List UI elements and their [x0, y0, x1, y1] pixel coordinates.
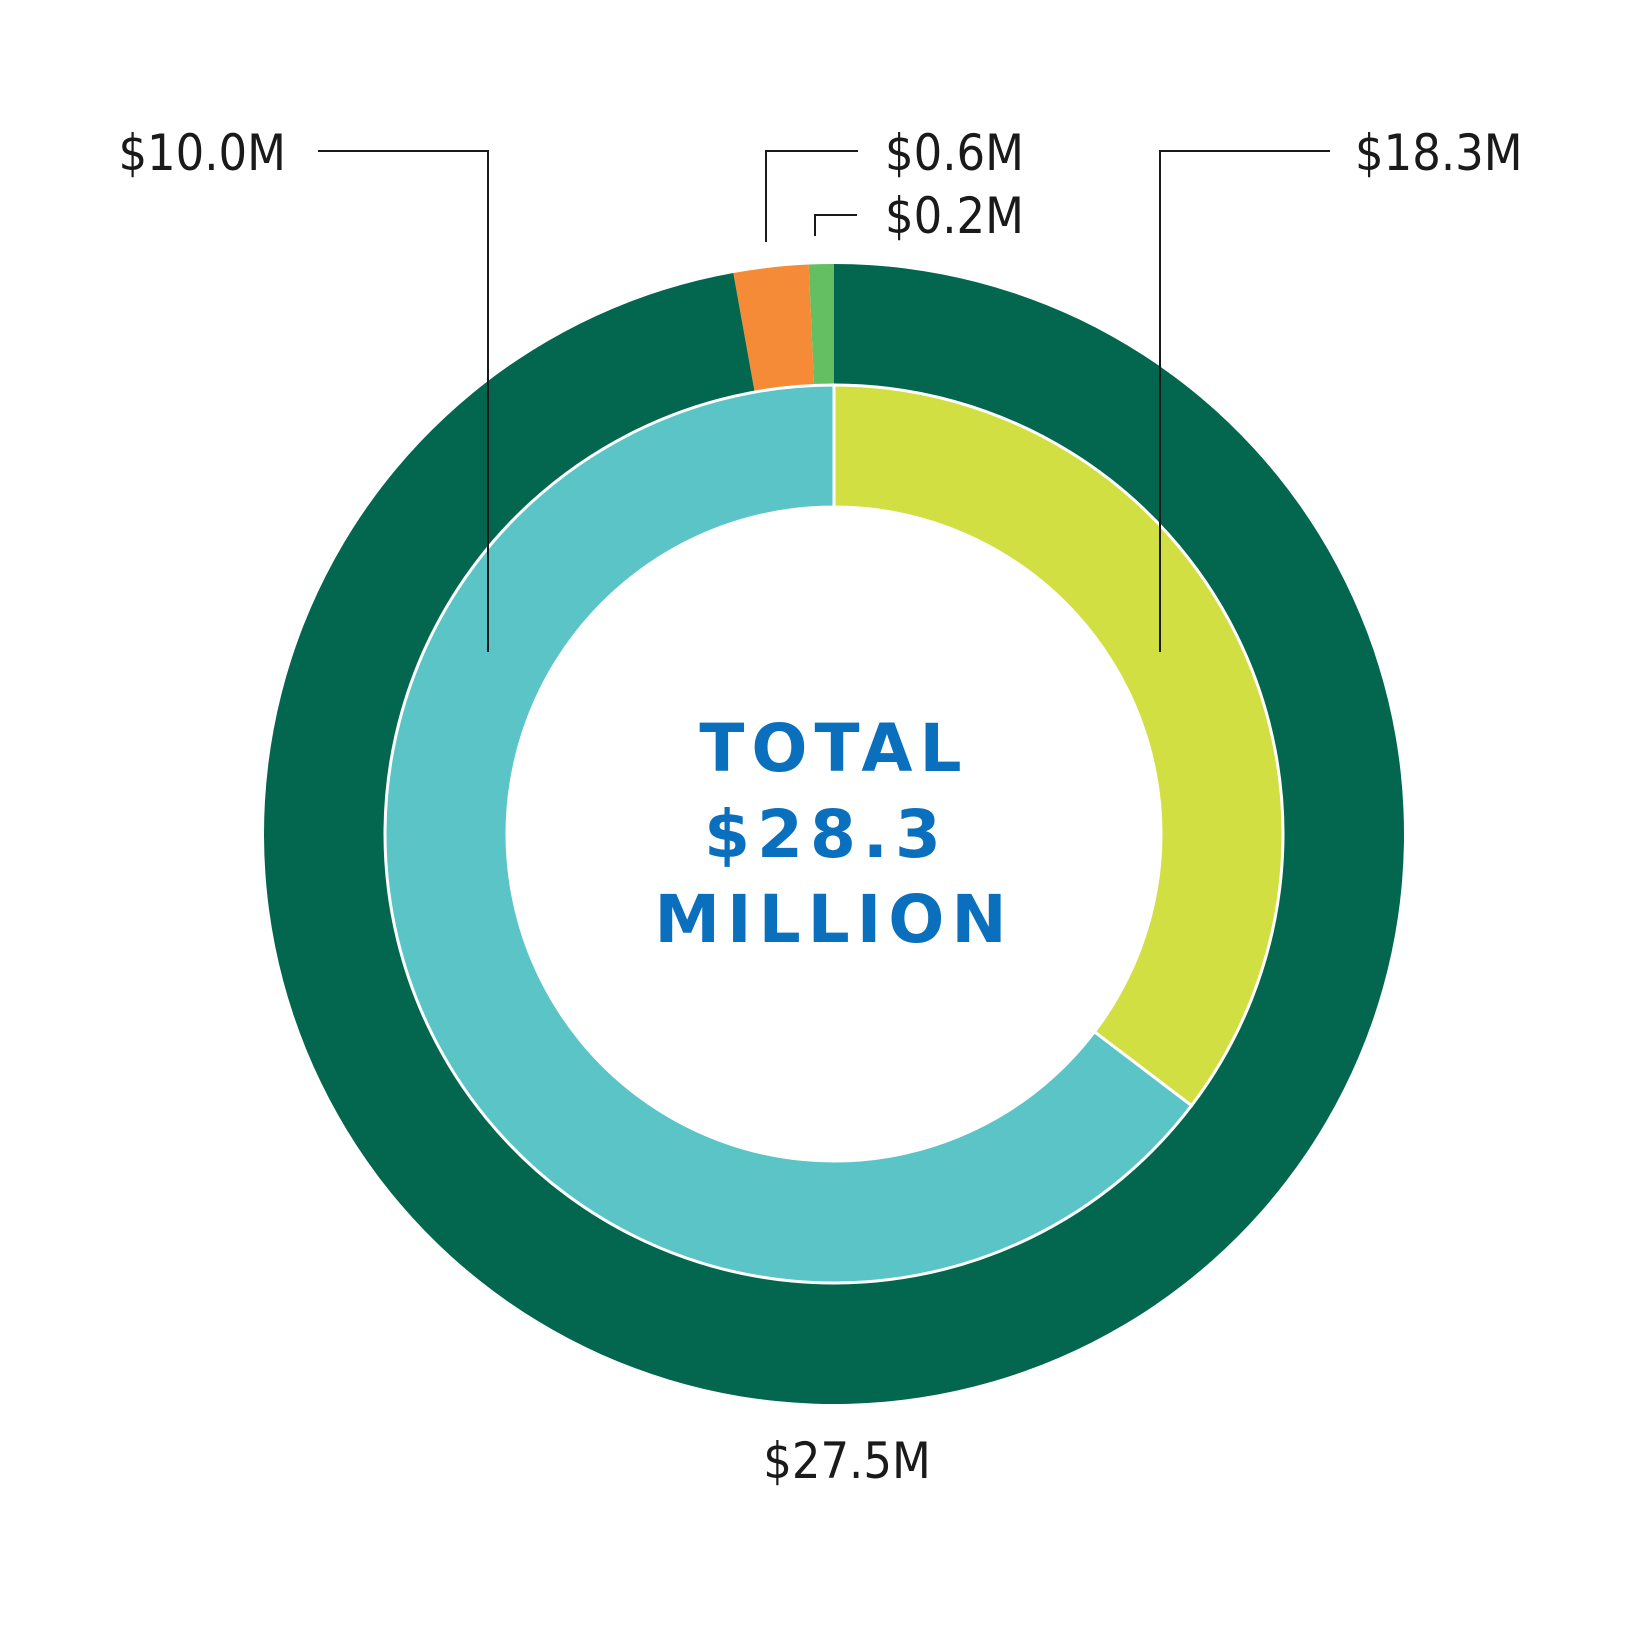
inner-ring-slice-0 [383, 383, 1194, 1285]
outer-slice-label-2: $27.5M [763, 1432, 931, 1490]
outer-slice-label-0: $0.2M [885, 187, 1024, 245]
outer-ring [264, 264, 1404, 1404]
center-total-value: $28.3 [704, 796, 948, 873]
inner-ring-slice-1 [832, 383, 1285, 1108]
leader-line-outer-1 [765, 150, 858, 242]
leader-line-outer-0 [814, 214, 857, 236]
outer-ring-slice-1 [733, 264, 815, 393]
inner-slice-label-1: $10.0M [118, 124, 286, 182]
inner-ring [383, 383, 1285, 1285]
center-title-line-3: MILLION [654, 881, 1013, 958]
center-title-line-1: TOTAL [699, 710, 968, 787]
inner-slice-label-0: $18.3M [1355, 124, 1523, 182]
outer-ring-slice-0 [808, 264, 834, 386]
leader-line-inner-1 [318, 150, 489, 652]
leader-line-inner-0 [1159, 150, 1330, 652]
outer-slice-label-1: $0.6M [885, 124, 1024, 182]
